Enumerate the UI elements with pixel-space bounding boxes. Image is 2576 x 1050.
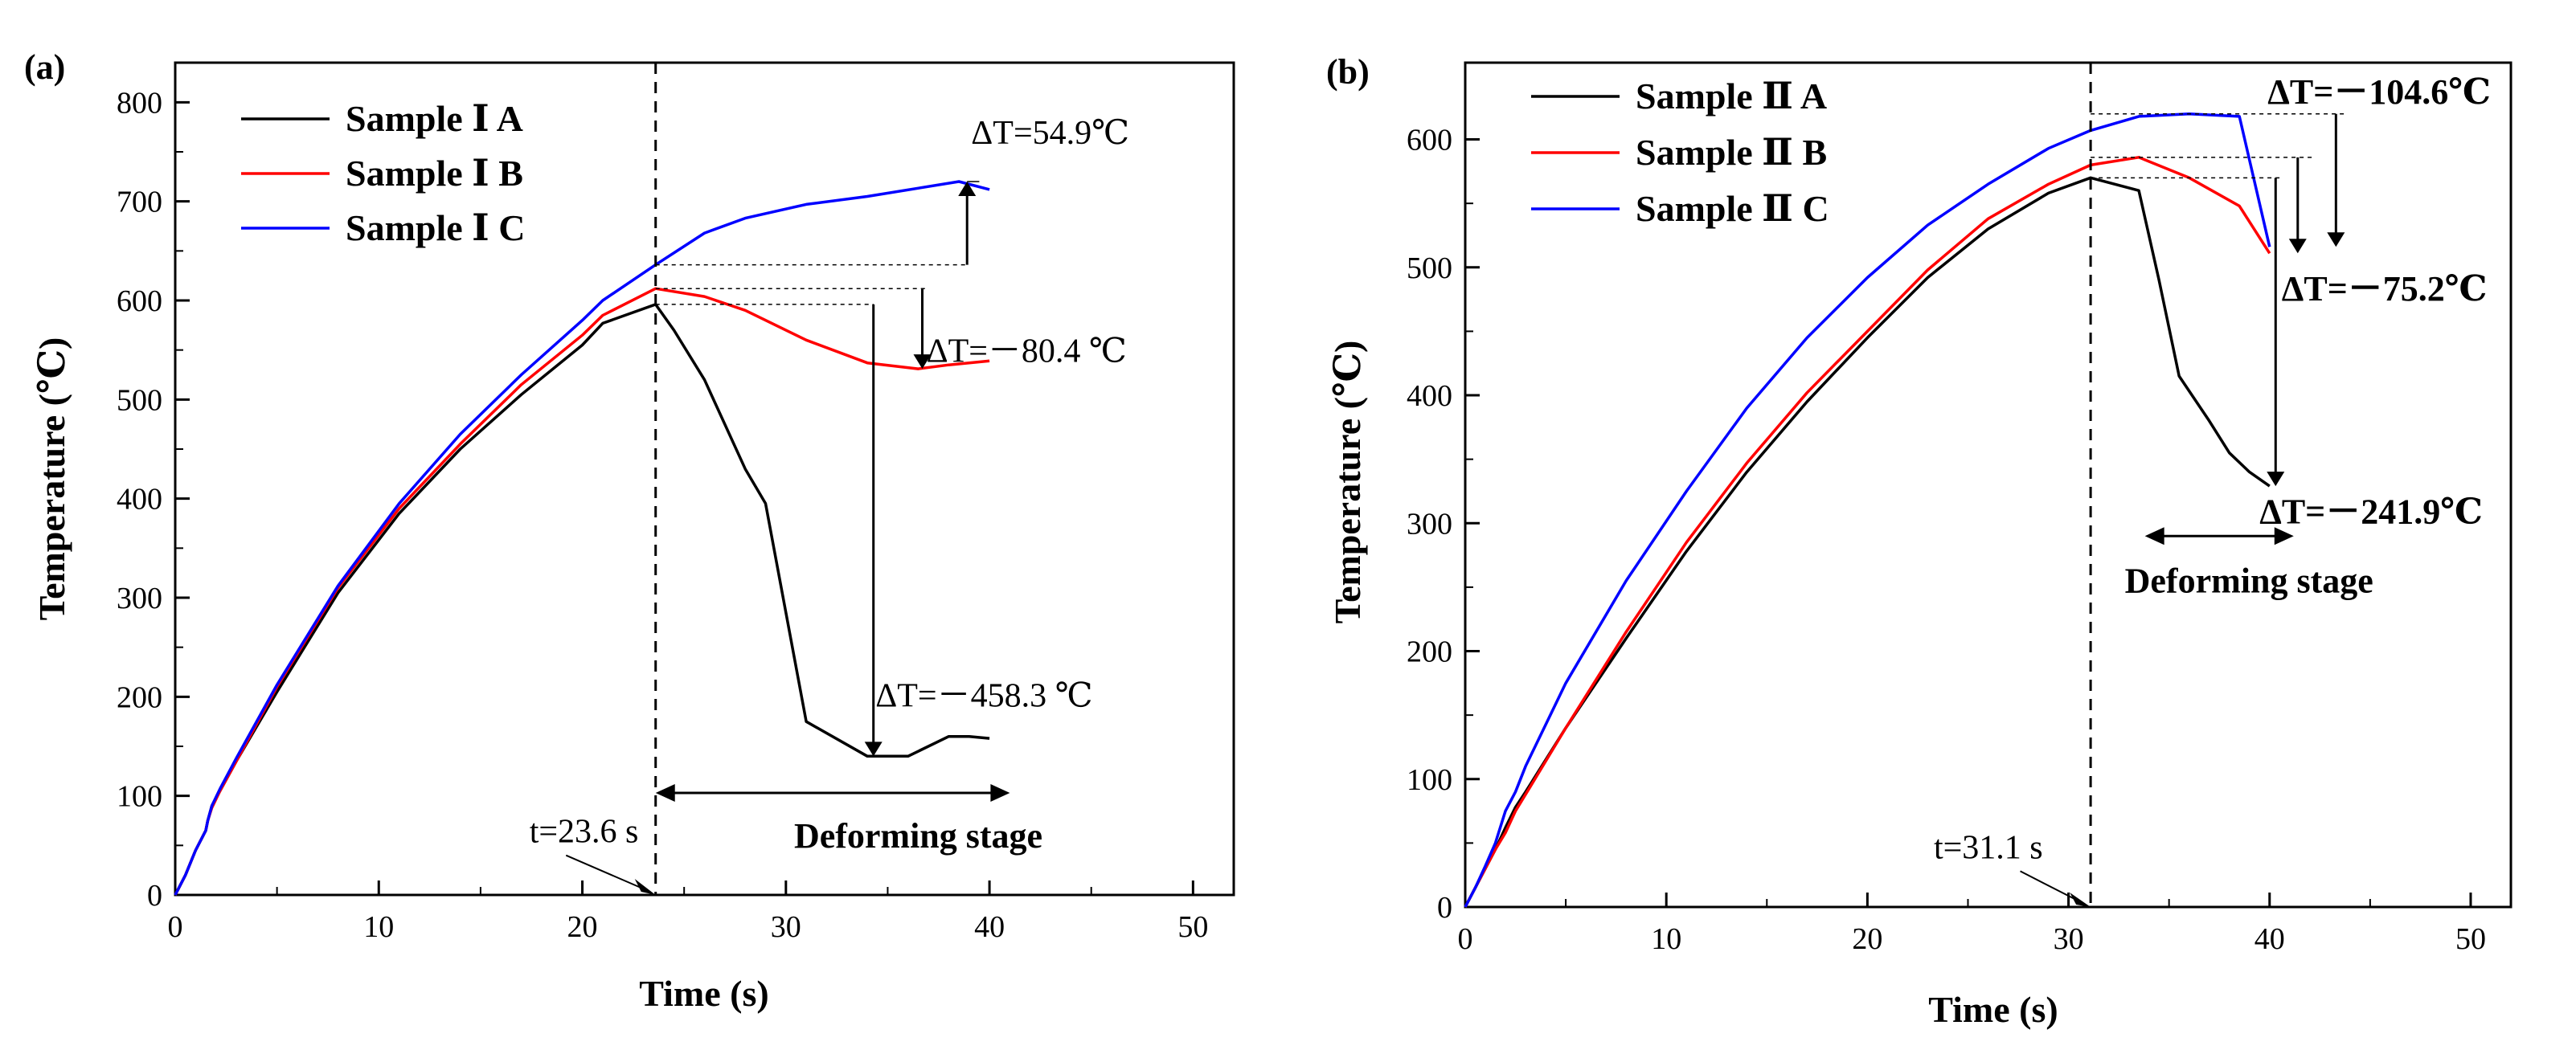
y-tick-label-a: 400 [117,483,162,517]
y-tick-label-a: 800 [117,86,162,120]
x-tick-label-b: 0 [1458,922,1473,956]
x-axis-label-a: Time (s) [639,973,768,1014]
y-tick-label-b: 0 [1437,891,1452,925]
y-tick-label-b: 400 [1407,379,1452,413]
x-tick-label-a: 40 [974,910,1005,944]
stage-arrow-right-a [990,783,1010,802]
time-pointer-a [565,854,644,889]
x-tick-label-b: 50 [2455,922,2486,956]
y-tick-label-a: 300 [117,582,162,615]
y-tick-label-a: 500 [117,383,162,417]
series-line-a-2 [174,287,990,896]
legend-label-b-1: Sample Ⅱ A [1636,76,1827,116]
arrow-a-a-head [864,742,883,757]
annotations-a: ΔT=54.9℃ ΔT=－80.4 ℃ ΔT=－458.3 ℃ t=23.6 s Def… [530,63,1129,895]
series-b: Sample Ⅱ A Sample Ⅱ B Sample Ⅱ C [1464,76,2271,908]
panel-label-b: (b) [1326,52,1370,92]
legend-label-b-2: Sample Ⅱ B [1636,132,1827,173]
y-tick-label-b: 200 [1407,635,1452,669]
y-axis-label-a: Temperature (℃) [31,337,72,621]
delta-label-b-b: ΔT=－75.2℃ [2282,269,2488,308]
x-tick-label-a: 20 [567,910,598,944]
y-tick-label-b: 500 [1407,251,1452,285]
arrow-b-b-head [2288,239,2307,254]
plot-frame-b [1464,61,2513,909]
time-pointer-head-a [634,879,656,895]
series-line-b-1 [1464,176,2271,908]
annotations-b: ΔT=－104.6℃ ΔT=－75.2℃ ΔT=－241.9℃ t=31.1 s Def… [1934,63,2491,907]
legend-label-b-3: Sample Ⅱ C [1636,188,1829,229]
arrow-a-c-head [958,182,977,196]
y-axis-label-b: Temperature (℃) [1327,341,1368,624]
delta-label-b-c: ΔT=－104.6℃ [2267,72,2491,112]
y-tick-label-b: 300 [1407,507,1452,541]
delta-label-b-a: ΔT=－241.9℃ [2259,492,2483,531]
x-tick-label-a: 50 [1177,910,1208,944]
y-tick-label-a: 200 [117,680,162,714]
time-pointer-b [2020,870,2078,901]
y-tick-label-b: 100 [1407,763,1452,797]
stage-label-b: Deforming stage [2125,561,2373,600]
delta-label-a-a: ΔT=－458.3 ℃ [875,678,1092,715]
series-line-a-3 [174,180,990,896]
stage-arrow-right-b [2274,527,2294,545]
delta-label-a-b: ΔT=－80.4 ℃ [927,333,1127,370]
x-tick-label-a: 10 [363,910,394,944]
x-tick-label-b: 10 [1651,922,1681,956]
time-pointer-head-b [2070,893,2091,907]
x-tick-label-b: 20 [1852,922,1882,956]
time-label-b: t=31.1 s [1934,829,2043,866]
y-tick-label-a: 100 [117,780,162,814]
plot-frame-a [174,61,1235,897]
delta-label-a-c: ΔT=54.9℃ [971,115,1129,152]
x-axis-label-b: Time (s) [1928,989,2058,1030]
x-tick-label-b: 30 [2054,922,2084,956]
series-line-a-1 [174,303,990,896]
series-a: Sample Ⅰ A Sample Ⅰ B Sample Ⅰ C [174,98,990,896]
series-line-b-2 [1464,156,2271,908]
legend-label-a-3: Sample Ⅰ C [346,207,525,248]
legend-label-a-2: Sample Ⅰ B [346,153,523,194]
series-line-b-3 [1464,112,2271,908]
x-tick-label-a: 0 [168,910,183,944]
arrow-a-b-head [913,354,932,370]
x-tick-label-b: 40 [2255,922,2285,956]
y-tick-label-b: 600 [1407,124,1452,157]
y-tick-label-a: 600 [117,284,162,318]
legend-label-a-1: Sample Ⅰ A [346,98,523,139]
stage-arrow-left-a [655,783,675,802]
stage-label-a: Deforming stage [794,816,1042,856]
panel-label-a: (a) [24,47,65,87]
time-label-a: t=23.6 s [530,814,639,851]
arrow-b-c-head [2327,232,2345,247]
y-tick-label-a: 700 [117,186,162,219]
x-tick-label-a: 30 [771,910,801,944]
stage-arrow-left-b [2144,527,2164,545]
y-tick-label-a: 0 [147,879,162,913]
arrow-b-a-head [2267,472,2285,487]
